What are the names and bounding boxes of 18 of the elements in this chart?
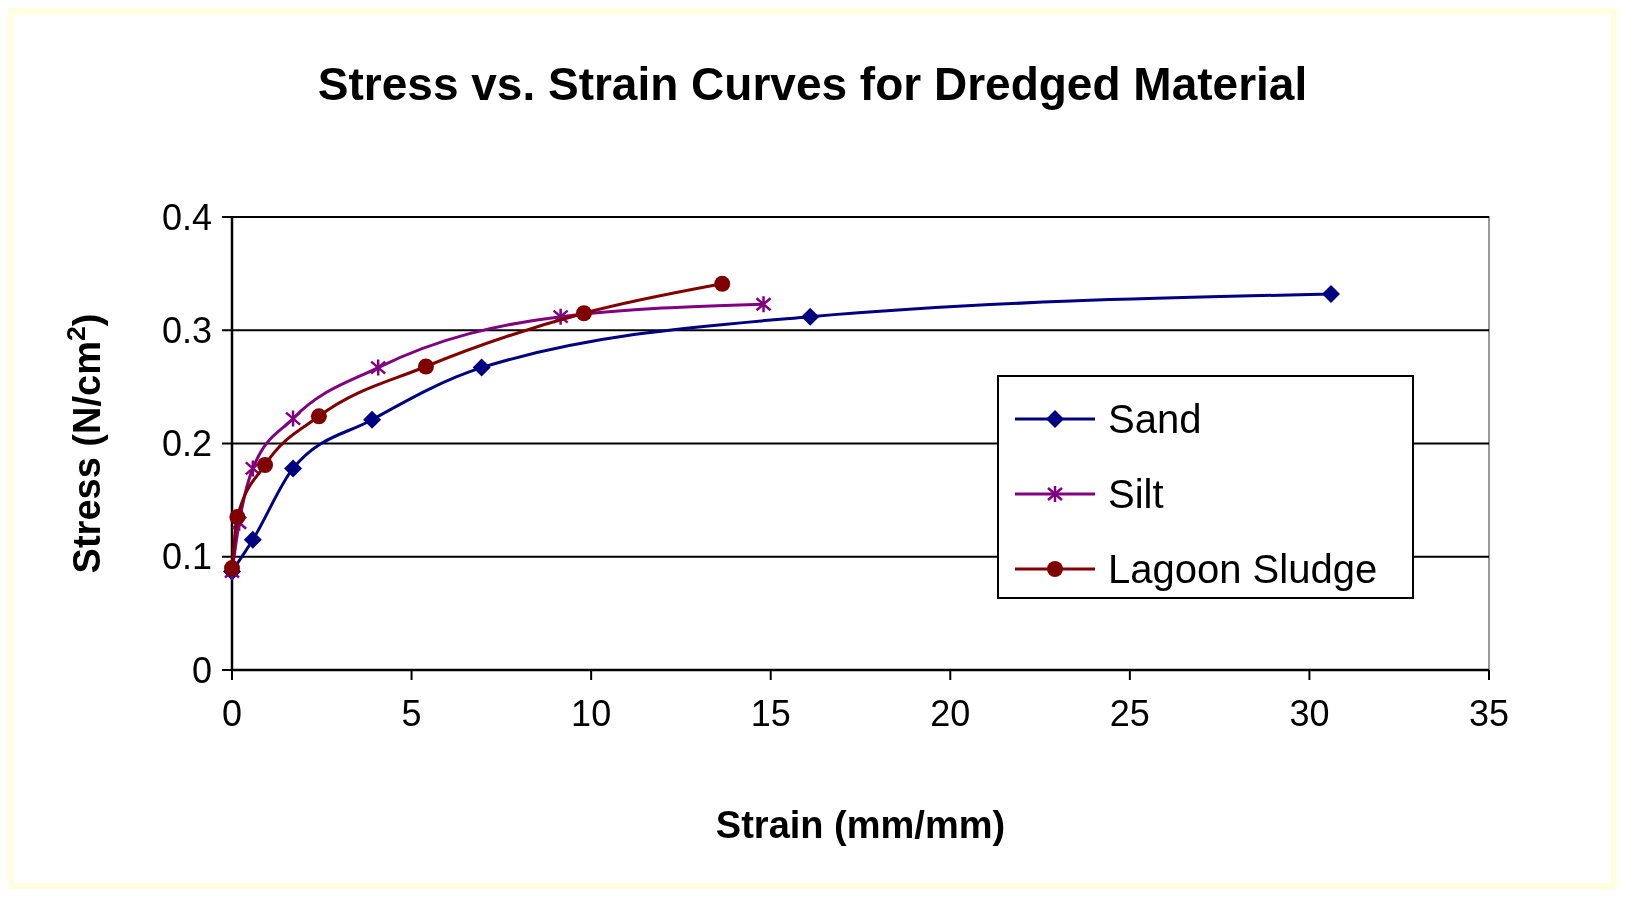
- x-tick-label: 25: [1109, 693, 1150, 734]
- x-tick-label: 20: [930, 693, 971, 734]
- x-tick-label: 0: [221, 693, 243, 734]
- y-tick-label: 0.1: [161, 536, 212, 578]
- x-tick-label: 5: [401, 693, 422, 734]
- x-tick-label: 35: [1468, 693, 1510, 734]
- y-tick-label: 0.2: [161, 423, 212, 465]
- y-tick-label: 0: [191, 649, 212, 691]
- x-axis-title: Strain (mm/mm): [715, 804, 1006, 846]
- legend-label: Lagoon Sludge: [1108, 547, 1378, 591]
- legend-label: Sand: [1108, 397, 1202, 441]
- x-tick-label: 30: [1289, 693, 1330, 734]
- y-tick-label: 0.3: [161, 309, 212, 351]
- x-tick-label: 10: [571, 693, 612, 734]
- legend-label: Silt: [1108, 472, 1164, 516]
- x-tick-label: 15: [750, 693, 791, 734]
- chart-title: Stress vs. Strain Curves for Dredged Material: [317, 58, 1308, 110]
- y-tick-label: 0.4: [161, 196, 212, 238]
